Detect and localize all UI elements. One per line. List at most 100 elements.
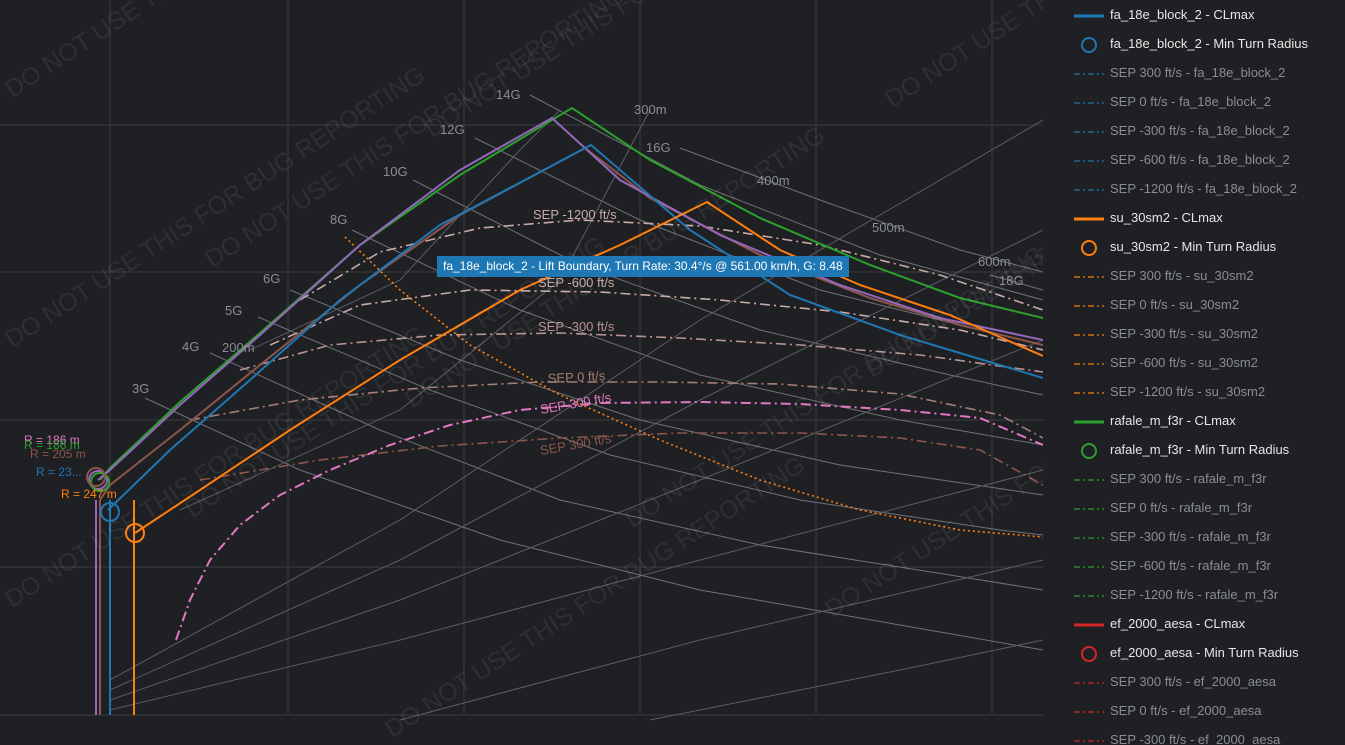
- legend-label: SEP -600 ft/s - fa_18e_block_2: [1110, 152, 1290, 167]
- legend-line-swatch: [1074, 478, 1104, 481]
- g-label: 5G: [225, 303, 242, 318]
- legend[interactable]: fa_18e_block_2 - CLmax fa_18e_block_2 - M…: [1060, 0, 1345, 745]
- legend-line-swatch: [1074, 188, 1104, 191]
- radius-line: [649, 639, 1043, 721]
- legend-label: ef_2000_aesa - Min Turn Radius: [1110, 645, 1299, 660]
- legend-item[interactable]: SEP 0 ft/s - ef_2000_aesa: [1074, 696, 1344, 725]
- legend-item[interactable]: SEP 300 ft/s - fa_18e_block_2: [1074, 58, 1344, 87]
- legend-item[interactable]: SEP -300 ft/s - rafale_m_f3r: [1074, 522, 1344, 551]
- grid-layer: [0, 0, 1043, 716]
- clmax-curve: [134, 200, 1043, 534]
- radius-line: [109, 469, 1043, 711]
- sep-boundary-dotted: [344, 236, 1043, 538]
- legend-label: SEP 0 ft/s - ef_2000_aesa: [1110, 703, 1262, 718]
- g-label: 4G: [182, 339, 199, 354]
- legend-item[interactable]: SEP 300 ft/s - rafale_m_f3r: [1074, 464, 1344, 493]
- legend-item[interactable]: fa_18e_block_2 - CLmax: [1074, 0, 1344, 29]
- radius-label: 400m: [757, 173, 790, 188]
- legend-label: SEP 300 ft/s - su_30sm2: [1110, 268, 1254, 283]
- legend-line-swatch: [1074, 275, 1104, 278]
- radius-line: [109, 229, 1043, 691]
- legend-line-swatch: [1074, 159, 1104, 162]
- radius-line: [249, 109, 561, 351]
- legend-label: SEP 0 ft/s - su_30sm2: [1110, 297, 1240, 312]
- legend-line-swatch: [1074, 333, 1104, 336]
- legend-item[interactable]: SEP 300 ft/s - ef_2000_aesa: [1074, 667, 1344, 696]
- legend-item[interactable]: SEP -1200 ft/s - fa_18e_block_2: [1074, 174, 1344, 203]
- legend-item[interactable]: SEP -300 ft/s - su_30sm2: [1074, 319, 1344, 348]
- legend-item[interactable]: SEP -1200 ft/s - rafale_m_f3r: [1074, 580, 1344, 609]
- legend-label: su_30sm2 - Min Turn Radius: [1110, 239, 1277, 254]
- legend-line-swatch: [1074, 304, 1104, 307]
- sep-curves: [175, 219, 1043, 641]
- sep-curve: [239, 332, 1043, 373]
- g-label: 18G: [999, 273, 1024, 288]
- legend-label: SEP 300 ft/s - rafale_m_f3r: [1110, 471, 1267, 486]
- legend-label: SEP -300 ft/s - rafale_m_f3r: [1110, 529, 1271, 544]
- g-load-line: [529, 94, 1043, 301]
- legend-item[interactable]: SEP 0 ft/s - su_30sm2: [1074, 290, 1344, 319]
- legend-item[interactable]: rafale_m_f3r - Min Turn Radius: [1074, 435, 1344, 464]
- sep-curve: [269, 289, 1043, 351]
- legend-label: rafale_m_f3r - CLmax: [1110, 413, 1236, 428]
- legend-item[interactable]: SEP -1200 ft/s - su_30sm2: [1074, 377, 1344, 406]
- sep-label: SEP -300 ft/s: [538, 319, 615, 334]
- legend-line-swatch: [1074, 362, 1104, 365]
- legend-item[interactable]: SEP -600 ft/s - su_30sm2: [1074, 348, 1344, 377]
- radius-annotation: R = 23...: [36, 465, 82, 479]
- sep-curve-pink: [175, 400, 1043, 641]
- legend-label: SEP -1200 ft/s - rafale_m_f3r: [1110, 587, 1279, 602]
- chart-labels: 3G 4G 5G 6G 8G 10G 12G 14G 16G 18G 200m 300m 400m 500…: [24, 87, 1024, 501]
- radius-label: 500m: [872, 220, 905, 235]
- g-load-line: [679, 147, 1043, 273]
- radius-label: 300m: [634, 102, 667, 117]
- legend-item[interactable]: fa_18e_block_2 - Min Turn Radius: [1074, 29, 1344, 58]
- legend-item[interactable]: SEP 0 ft/s - fa_18e_block_2: [1074, 87, 1344, 116]
- legend-item[interactable]: SEP 0 ft/s - rafale_m_f3r: [1074, 493, 1344, 522]
- clmax-curves: [95, 106, 1043, 715]
- g-load-line: [209, 352, 1043, 591]
- radius-line: [109, 119, 1043, 681]
- legend-item[interactable]: SEP -600 ft/s - rafale_m_f3r: [1074, 551, 1344, 580]
- hover-tooltip: fa_18e_block_2 - Lift Boundary, Turn Rat…: [437, 256, 849, 277]
- legend-label: fa_18e_block_2 - CLmax: [1110, 7, 1255, 22]
- radius-annotation: R = 205 m: [30, 447, 86, 461]
- legend-item[interactable]: SEP -300 ft/s - ef_2000_aesa: [1074, 725, 1344, 745]
- legend-label: SEP 300 ft/s - fa_18e_block_2: [1110, 65, 1286, 80]
- g-load-line: [989, 274, 1043, 291]
- legend-line-swatch: [1074, 681, 1104, 684]
- turn-performance-chart[interactable]: 3G 4G 5G 6G 8G 10G 12G 14G 16G 18G 200m 300m 400m 500…: [0, 0, 1043, 745]
- min-radius-marker: [86, 467, 106, 487]
- legend-label: ef_2000_aesa - CLmax: [1110, 616, 1246, 631]
- legend-line-swatch: [1074, 739, 1104, 742]
- g-load-line: [412, 179, 1043, 396]
- sep-label: SEP -600 ft/s: [538, 275, 615, 290]
- legend-item[interactable]: SEP -300 ft/s - fa_18e_block_2: [1074, 116, 1344, 145]
- legend-circle-swatch: [1081, 645, 1097, 662]
- radius-line: [399, 559, 1043, 721]
- legend-label: SEP -600 ft/s - su_30sm2: [1110, 355, 1258, 370]
- legend-item[interactable]: SEP 300 ft/s - su_30sm2: [1074, 261, 1344, 290]
- g-label: 3G: [132, 381, 149, 396]
- sep-curve: [199, 432, 1043, 486]
- legend-label: SEP -300 ft/s - ef_2000_aesa: [1110, 732, 1281, 745]
- legend-label: SEP 0 ft/s - fa_18e_block_2: [1110, 94, 1271, 109]
- legend-item[interactable]: SEP -600 ft/s - fa_18e_block_2: [1074, 145, 1344, 174]
- radius-line: [179, 109, 651, 511]
- legend-line-swatch: [1074, 710, 1104, 713]
- legend-line-swatch: [1074, 130, 1104, 133]
- legend-label: SEP -1200 ft/s - su_30sm2: [1110, 384, 1266, 399]
- legend-item[interactable]: su_30sm2 - CLmax: [1074, 203, 1344, 232]
- chart-canvas: 3G 4G 5G 6G 8G 10G 12G 14G 16G 18G 200m 300m 400m 500…: [0, 0, 1043, 721]
- min-radius-marker: [88, 470, 108, 490]
- legend-line-swatch: [1074, 391, 1104, 394]
- g-load-line: [474, 137, 1043, 346]
- min-radius-marker: [90, 472, 110, 492]
- legend-item[interactable]: su_30sm2 - Min Turn Radius: [1074, 232, 1344, 261]
- sep-curve: [189, 381, 1043, 439]
- legend-item[interactable]: ef_2000_aesa - Min Turn Radius: [1074, 638, 1344, 667]
- legend-item[interactable]: ef_2000_aesa - CLmax: [1074, 609, 1344, 638]
- g-label: 6G: [263, 271, 280, 286]
- radius-annotation: R = 186 m: [24, 433, 80, 447]
- legend-item[interactable]: rafale_m_f3r - CLmax: [1074, 406, 1344, 435]
